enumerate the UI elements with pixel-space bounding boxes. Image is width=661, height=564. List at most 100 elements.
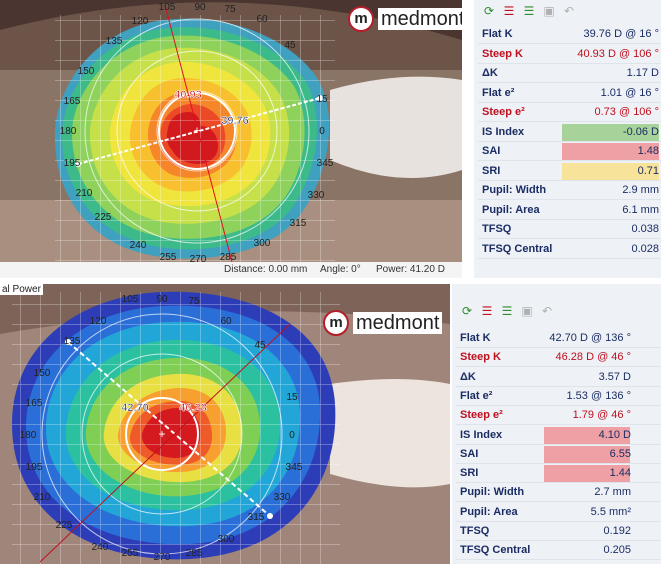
- svg-text:210: 210: [76, 188, 93, 199]
- svg-text:180: 180: [20, 430, 37, 441]
- svg-text:45: 45: [254, 340, 266, 351]
- index-row-steep-k: Steep K 40.93 D @ 106 °: [474, 44, 661, 64]
- svg-text:180: 180: [60, 126, 77, 137]
- svg-text:15: 15: [286, 392, 298, 403]
- index-value: 1.44: [609, 467, 631, 480]
- list-alt-icon[interactable]: ☰: [501, 304, 513, 318]
- index-label: Pupil: Area: [460, 505, 518, 518]
- index-label: Steep e²: [482, 106, 525, 118]
- svg-text:315: 315: [248, 512, 265, 523]
- index-row-is-index: IS Index 4.10 D: [452, 425, 661, 445]
- top-flat-value-label: 39.76: [221, 115, 249, 127]
- index-row-pupil-width: Pupil: Width 2.7 mm: [452, 482, 661, 503]
- index-value: 39.76 D @ 16 °: [583, 28, 660, 40]
- svg-text:315: 315: [290, 218, 307, 229]
- bottom-toolbar: ⟳ ☰ ☰ ▣ ↶: [460, 304, 570, 322]
- svg-text:255: 255: [122, 548, 139, 559]
- index-value: 0.038: [631, 223, 659, 235]
- index-label: IS Index: [460, 428, 503, 441]
- svg-text:330: 330: [308, 190, 325, 201]
- svg-text:135: 135: [64, 336, 81, 347]
- top-pupil-circle: [158, 92, 236, 170]
- list-icon[interactable]: ☰: [503, 4, 515, 18]
- index-label: Flat K: [460, 332, 491, 344]
- svg-text:60: 60: [256, 14, 268, 25]
- top-indices-panel: ⟳ ☰ ☰ ▣ ↶ Flat K 39.76 D @ 16 ° Steep K 40.…: [474, 0, 661, 278]
- index-value: 42.70 D @ 136 °: [549, 332, 631, 344]
- svg-text:15: 15: [316, 94, 328, 105]
- index-label: SAI: [482, 145, 501, 157]
- index-value: 1.53 @ 136 °: [566, 389, 632, 402]
- svg-text:+: +: [194, 125, 200, 137]
- index-highlight: [544, 465, 630, 483]
- bottom-grid-rings: [41, 313, 283, 555]
- index-highlight: [562, 143, 659, 160]
- index-row-sai: SAI 6.55: [452, 444, 661, 464]
- refresh-icon[interactable]: ⟳: [483, 4, 495, 18]
- svg-text:150: 150: [34, 368, 51, 379]
- index-label: ΔK: [482, 67, 498, 79]
- index-label: Flat K: [482, 28, 513, 40]
- svg-text:+: +: [158, 427, 165, 441]
- refresh-icon[interactable]: ⟳: [461, 304, 473, 318]
- bottom-indices-panel: ⟳ ☰ ☰ ▣ ↶ Flat K 42.70 D @ 136 ° Steep K 46…: [452, 284, 661, 564]
- index-highlight: [544, 426, 630, 444]
- index-row--k: ΔK 1.17 D: [474, 63, 661, 83]
- index-value: 1.17 D: [626, 67, 659, 79]
- svg-text:120: 120: [90, 316, 107, 327]
- list-icon[interactable]: ☰: [481, 304, 493, 318]
- svg-text:285: 285: [186, 548, 203, 559]
- index-row-sai: SAI 1.48: [474, 141, 661, 161]
- top-topography-map[interactable]: + 40.93 39.76 105 90 75 60 45 15 0 345 3…: [0, 0, 462, 262]
- svg-text:300: 300: [254, 238, 271, 249]
- index-value: 0.71: [637, 164, 659, 177]
- status-angle: Angle: 0°: [320, 264, 361, 275]
- list-alt-icon[interactable]: ☰: [523, 4, 535, 18]
- index-value: 1.48: [637, 145, 659, 157]
- svg-text:150: 150: [78, 66, 95, 77]
- svg-text:210: 210: [34, 492, 51, 503]
- index-value: 0.73 @ 106 °: [594, 106, 660, 118]
- index-label: ΔK: [460, 370, 476, 383]
- index-highlight: [562, 123, 659, 141]
- index-row-is-index: IS Index -0.06 D: [474, 122, 661, 142]
- svg-text:90: 90: [156, 294, 168, 305]
- undo-icon[interactable]: ↶: [563, 4, 575, 18]
- svg-text:270: 270: [154, 552, 171, 563]
- svg-text:345: 345: [286, 462, 303, 473]
- svg-text:195: 195: [26, 462, 43, 473]
- bottom-steep-axis: [39, 323, 291, 563]
- undo-icon[interactable]: ↶: [541, 304, 553, 318]
- index-value: -0.06 D: [622, 125, 659, 138]
- svg-text:240: 240: [92, 542, 109, 553]
- index-row-sri: SRI 1.44: [452, 463, 661, 484]
- svg-text:105: 105: [122, 294, 139, 305]
- index-label: Steep K: [482, 47, 523, 60]
- index-value: 46.28 D @ 46 °: [555, 351, 632, 364]
- index-value: 0.028: [631, 242, 659, 255]
- index-label: SAI: [460, 447, 479, 460]
- bottom-flat-value-label: 42.70: [121, 402, 149, 414]
- index-row-pupil-area: Pupil: Area 5.5 mm²: [452, 502, 661, 522]
- save-icon[interactable]: ▣: [543, 4, 555, 18]
- index-row-sri: SRI 0.71: [474, 161, 661, 181]
- index-row-tfsq: TFSQ 0.192: [452, 521, 661, 541]
- index-row-steep-k: Steep K 46.28 D @ 46 °: [452, 347, 661, 368]
- svg-text:90: 90: [194, 2, 206, 13]
- index-row--k: ΔK 3.57 D: [452, 367, 661, 387]
- save-icon[interactable]: ▣: [521, 304, 533, 318]
- index-value: 5.5 mm²: [590, 505, 631, 518]
- index-row-flat-e: Flat e² 1.53 @ 136 °: [452, 386, 661, 406]
- status-distance: Distance: 0.00 mm: [224, 264, 308, 275]
- index-label: TFSQ: [460, 525, 490, 537]
- index-label: Pupil: Width: [460, 486, 525, 499]
- index-label: Flat e²: [460, 389, 493, 402]
- bottom-topography-map[interactable]: + 42.70 46.28 105 90 75 60 45 15 0 345 3…: [0, 284, 450, 564]
- index-row-tfsq-central: TFSQ Central 0.205: [452, 540, 661, 561]
- index-label: Flat e²: [482, 86, 515, 99]
- svg-text:255: 255: [160, 252, 177, 262]
- index-highlight: [562, 162, 659, 180]
- index-label: IS Index: [482, 125, 525, 138]
- index-row-flat-k: Flat K 39.76 D @ 16 °: [474, 24, 661, 44]
- top-grid-rings: [84, 18, 310, 244]
